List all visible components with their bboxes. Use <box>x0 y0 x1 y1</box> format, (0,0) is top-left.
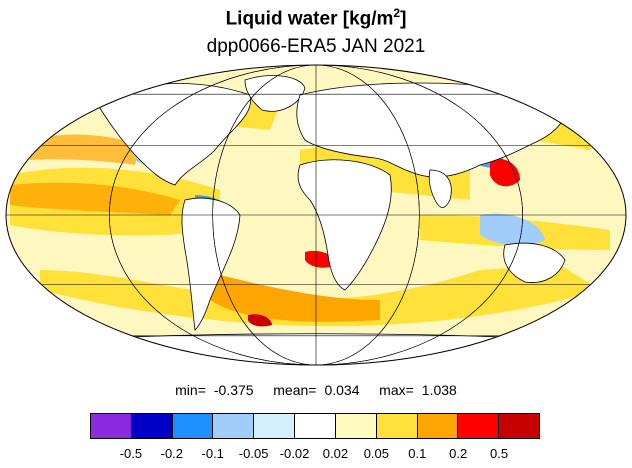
colorbar-swatch <box>458 414 500 438</box>
plot-title: Liquid water [kg/m2] <box>0 6 632 30</box>
mean-label: mean= <box>273 382 317 398</box>
stats-line: min= -0.375 mean= 0.034 max= 1.038 <box>0 382 632 398</box>
colorbar-tick-label: -0.2 <box>160 446 184 461</box>
continent-australia <box>503 242 566 283</box>
map-field <box>6 65 626 365</box>
colorbar-swatch <box>131 414 173 438</box>
colorbar-swatch <box>335 414 377 438</box>
max-value: 1.038 <box>421 382 457 398</box>
continent-india <box>428 169 452 208</box>
colorbar-tick-label: 0.5 <box>490 446 509 461</box>
colorbar-swatch <box>376 414 418 438</box>
continent-south-america <box>181 197 241 331</box>
mean-value: 0.034 <box>324 382 360 398</box>
continent-africa <box>297 159 392 291</box>
min-value: -0.375 <box>213 382 254 398</box>
colorbar-tick-label: -0.02 <box>279 446 310 461</box>
max-label: max= <box>379 382 414 398</box>
colorbar-tick-label: -0.1 <box>201 446 224 461</box>
field-patch-positive <box>490 158 520 187</box>
continent-greenland <box>244 75 306 112</box>
colorbar-swatch <box>91 414 132 438</box>
meridian-line <box>109 65 523 365</box>
plot-subtitle: dpp0066-ERA5 JAN 2021 <box>206 36 426 57</box>
graticule <box>6 65 626 365</box>
min-label: min= <box>175 382 206 398</box>
field-band <box>30 134 140 165</box>
title-suffix: ] <box>400 8 407 30</box>
colorbar-swatch <box>295 414 336 438</box>
continent-north-america <box>94 83 252 186</box>
colorbar-swatch <box>417 414 459 438</box>
colorbar-swatch <box>254 414 296 438</box>
colorbar-swatch <box>172 414 214 438</box>
colorbar-tick-label: 0.2 <box>449 446 468 461</box>
field-band <box>200 270 380 322</box>
colorbar-ticks: -0.5 -0.2 -0.1 -0.05 -0.02 0.02 0.05 0.1 0.2 0.5 <box>90 446 540 464</box>
colorbar <box>90 413 540 439</box>
colorbar-tick-label: 0.02 <box>322 446 349 461</box>
title-text: Liquid water [kg/m <box>225 8 394 30</box>
field-patch-positive <box>248 314 272 327</box>
field-band <box>40 265 600 327</box>
field-band <box>10 182 180 215</box>
colorbar-tick-label: -0.5 <box>119 446 143 461</box>
colorbar-swatch <box>499 414 539 438</box>
colorbar-tick-label: -0.05 <box>238 446 269 461</box>
colorbar-tick-label: 0.05 <box>363 446 390 461</box>
field-patch-negative <box>480 213 545 246</box>
colorbar-tick-label: 0.1 <box>408 446 427 461</box>
map-boundary <box>5 64 627 366</box>
title-superscript: 2 <box>393 6 401 20</box>
colorbar-swatch <box>213 414 255 438</box>
meridian-line <box>212 65 420 365</box>
